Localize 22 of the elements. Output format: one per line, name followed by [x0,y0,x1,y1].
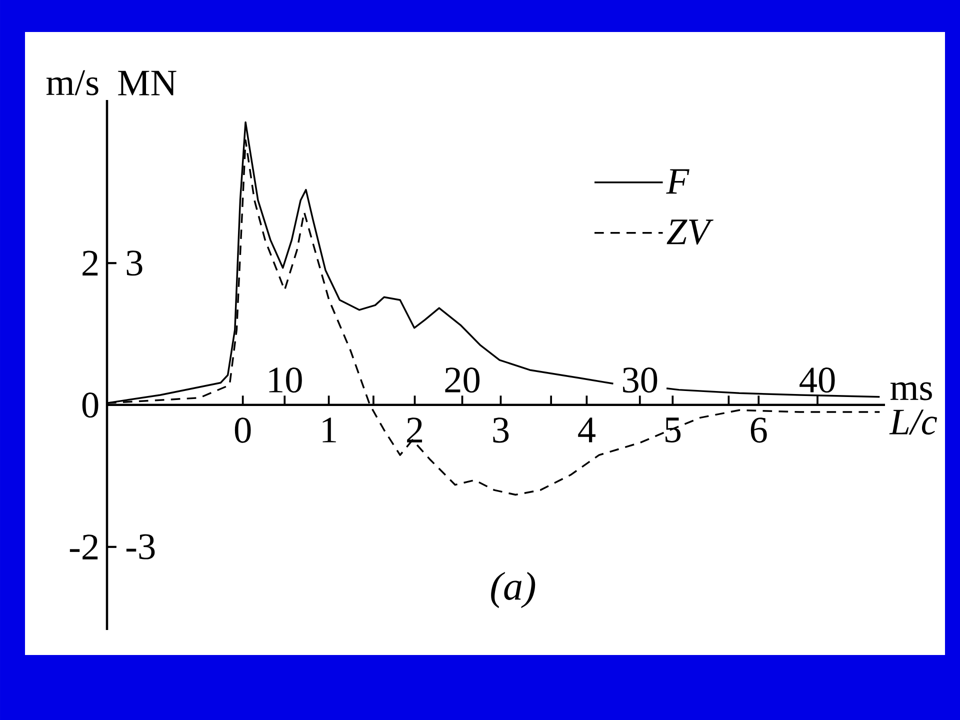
x2-tick-label: 5 [666,418,681,442]
y2-tick-label: 2 [82,250,98,276]
x2-axis-title: L/c [889,410,938,435]
x-tick-label: 40 [800,367,835,393]
x2-tick-label: 2 [407,418,422,442]
y-axis-title: MN [118,70,176,96]
x-axis-title: ms [890,382,932,400]
x2-tick-label: 3 [493,418,509,443]
x-tick-label: 10 [269,367,302,393]
x2-tick-label: 6 [750,418,767,443]
x-tick-label: 20 [445,367,480,393]
annotation: (a) [491,572,536,608]
x-tick-label: 30 [622,367,658,393]
legend-label: ZV [666,220,714,245]
legend-label: F [666,169,690,194]
y2-tick-label: -2 [70,534,98,560]
x2-tick-label: 1 [322,418,336,442]
x2-tick-label: 4 [578,418,596,442]
y2-tick-label: 0 [82,392,98,418]
y2-axis-title: m/s [46,70,98,96]
x2-tick-label: 0 [234,418,251,443]
y-tick-label: -3 [126,534,155,560]
